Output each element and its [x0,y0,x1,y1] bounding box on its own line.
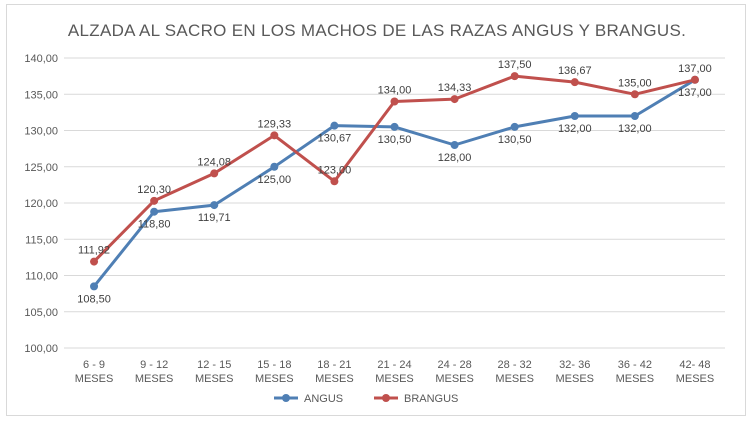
data-point-angus [630,112,639,120]
data-label-angus: 119,71 [198,212,231,224]
data-label-angus: 125,00 [257,174,291,186]
data-label-brangus: 137,00 [678,63,712,75]
data-point-angus [210,201,219,210]
x-tick-label: 6 - 9 [83,359,105,371]
y-tick-label: 140,00 [24,53,58,65]
x-tick-label: MESES [375,373,414,385]
x-tick-label: 28 - 32 [498,359,532,371]
x-axis-ticks: 6 - 9 MESES 9 - 12 MESES 12 - 15 MESES 15 - 18… [75,359,714,385]
x-tick-label: MESES [556,373,595,385]
data-point-brangus [270,131,279,140]
y-axis-ticks: 100,00 105,00 110,00 115,00 120,00 125,00 130,… [24,53,58,355]
x-tick-label: MESES [616,373,655,385]
x-tick-label: 15 - 18 [257,359,291,371]
x-tick-label: 9 - 12 [140,359,168,371]
data-label-brangus: 134,33 [438,82,472,94]
y-tick-label: 100,00 [24,343,58,355]
data-label-angus: 108,50 [77,293,111,305]
x-tick-label: MESES [195,373,234,385]
data-point-angus [90,282,99,291]
data-label-brangus: 129,33 [257,118,291,130]
x-tick-label: 21 - 24 [377,359,411,371]
data-point-angus [150,207,159,216]
data-label-angus: 128,00 [438,152,472,164]
chart-frame: ALZADA AL SACRO EN LOS MACHOS DE LAS RAZ… [6,4,746,416]
data-label-angus: 132,00 [618,123,652,135]
x-tick-label: 18 - 21 [317,359,351,371]
x-tick-label: 36 - 42 [618,359,652,371]
data-point-brangus [510,72,519,81]
data-label-brangus: 137,50 [498,59,532,71]
data-label-angus: 118,80 [138,219,171,231]
data-point-angus [270,162,279,171]
data-point-brangus [690,75,699,84]
y-tick-label: 135,00 [24,89,58,101]
x-tick-label: 32- 36 [559,359,590,371]
data-label-angus: 130,67 [318,133,352,145]
data-label-angus: 132,00 [558,123,592,135]
data-label-brangus: 120,30 [137,184,171,196]
data-point-brangus [570,78,579,87]
data-point-angus [570,112,579,120]
legend: ANGUS BRANGUS [274,393,458,405]
x-tick-label: MESES [255,373,294,385]
x-tick-label: MESES [676,373,715,385]
y-tick-label: 130,00 [24,126,58,138]
series-lines [90,72,699,291]
y-tick-label: 120,00 [24,198,58,210]
chart-title: ALZADA AL SACRO EN LOS MACHOS DE LAS RAZ… [68,21,686,40]
x-tick-label: MESES [315,373,354,385]
data-point-angus [330,121,339,130]
data-label-brangus: 111,92 [78,245,110,257]
data-point-angus [450,141,459,149]
gridlines [64,57,725,349]
data-point-brangus [330,177,339,186]
data-label-angus: 130,50 [378,134,412,146]
data-point-brangus [210,169,219,178]
data-point-angus [510,122,519,131]
legend-label-angus: ANGUS [304,393,343,405]
x-tick-label: 24 - 28 [437,359,471,371]
data-label-brangus: 135,00 [618,77,652,89]
y-tick-label: 110,00 [25,271,58,283]
data-point-brangus [630,90,639,99]
data-label-brangus: 136,67 [558,65,592,77]
y-tick-label: 115,00 [25,234,58,246]
x-tick-label: MESES [135,373,174,385]
x-tick-label: 12 - 15 [197,359,231,371]
data-labels: 108,50 118,80 119,71 125,00 130,67 130,50 128,… [77,59,712,305]
y-tick-label: 125,00 [24,162,58,174]
data-label-brangus: 134,00 [378,85,412,97]
x-tick-label: 42- 48 [679,359,710,371]
x-tick-label: MESES [495,373,534,385]
data-point-brangus [390,97,399,106]
line-chart: ALZADA AL SACRO EN LOS MACHOS DE LAS RAZ… [24,21,725,405]
data-label-angus: 137,00 [678,87,712,99]
series-line-angus [92,78,697,288]
x-tick-label: MESES [75,373,114,385]
data-point-brangus [450,95,459,104]
x-tick-label: MESES [435,373,474,385]
legend-swatch-marker [282,394,290,402]
legend-label-brangus: BRANGUS [404,393,458,405]
data-label-angus: 130,50 [498,134,532,146]
data-point-brangus [90,257,99,266]
data-label-brangus: 123,00 [318,164,352,176]
data-label-brangus: 124,08 [197,156,231,168]
y-tick-label: 105,00 [24,307,58,319]
data-point-brangus [150,196,159,205]
legend-swatch-marker [382,394,390,402]
data-point-angus [390,122,399,131]
